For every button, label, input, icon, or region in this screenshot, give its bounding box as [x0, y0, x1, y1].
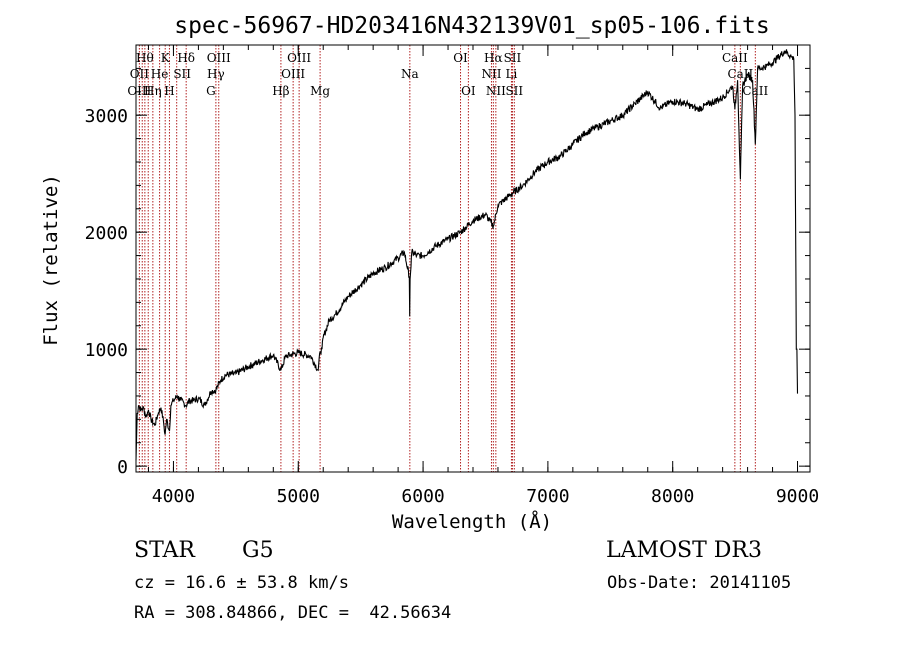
x-axis: 4000 5000 6000 7000 8000 9000 [147, 45, 819, 507]
coordinates: RA = 308.84866, DEC = 42.56634 [134, 603, 452, 623]
y-axis: 0 1000 2000 3000 [85, 44, 810, 478]
object-subclass: G5 [242, 538, 274, 563]
spectrum-line [135, 49, 799, 461]
line-label: OIII [281, 67, 305, 81]
x-tick-label: 7000 [526, 486, 569, 507]
line-label: CaII [727, 67, 753, 81]
line-label: Na [401, 67, 419, 81]
redshift-readout: cz = 16.6 ± 53.8 km/s [134, 573, 349, 593]
line-label: OIII [287, 51, 311, 65]
x-tick-label: 8000 [651, 486, 694, 507]
line-label: K [161, 51, 171, 65]
line-label: NII [486, 84, 506, 98]
plot-frame [135, 44, 811, 473]
line-label: Mg [310, 84, 330, 98]
line-label: G [206, 84, 216, 98]
obs-date: Obs-Date: 20141105 [607, 573, 792, 593]
line-label: Hβ [272, 84, 289, 98]
y-tick-label: 3000 [85, 106, 128, 127]
x-tick-label: 5000 [277, 486, 320, 507]
line-label: OII [130, 67, 150, 81]
y-tick-label: 2000 [85, 223, 128, 244]
line-label: CaII [742, 84, 768, 98]
x-tick-label: 9000 [776, 486, 819, 507]
line-label: SII [504, 51, 522, 65]
line-label: SII [173, 67, 191, 81]
line-label: Hα [484, 51, 503, 65]
line-label: OIII [127, 84, 151, 98]
object-class: STAR [134, 538, 195, 563]
line-label: Hδ [177, 51, 195, 65]
y-tick-label: 1000 [85, 340, 128, 361]
x-axis-label: Wavelength (Å) [392, 510, 552, 533]
line-label: OI [453, 51, 468, 65]
survey-name: LAMOST DR3 [606, 538, 762, 563]
line-label: OIII [207, 51, 231, 65]
line-label: CaII [722, 51, 748, 65]
chart-title: spec-56967-HD203416N432139V01_sp05-106.f… [174, 13, 769, 39]
x-tick-label: 6000 [401, 486, 444, 507]
line-label: NII [481, 67, 501, 81]
y-tick-label: 0 [117, 457, 128, 478]
line-label: Hθ [136, 51, 154, 65]
line-label: SII [505, 84, 523, 98]
line-label: Li [506, 67, 518, 81]
x-tick-label: 4000 [152, 486, 195, 507]
line-label: H [164, 84, 174, 98]
line-label: OI [461, 84, 476, 98]
line-markers [138, 45, 756, 472]
line-label: Hη [144, 84, 162, 98]
line-label: Hγ [207, 67, 225, 81]
line-label: He [151, 67, 169, 81]
y-axis-label: Flux (relative) [40, 174, 62, 346]
